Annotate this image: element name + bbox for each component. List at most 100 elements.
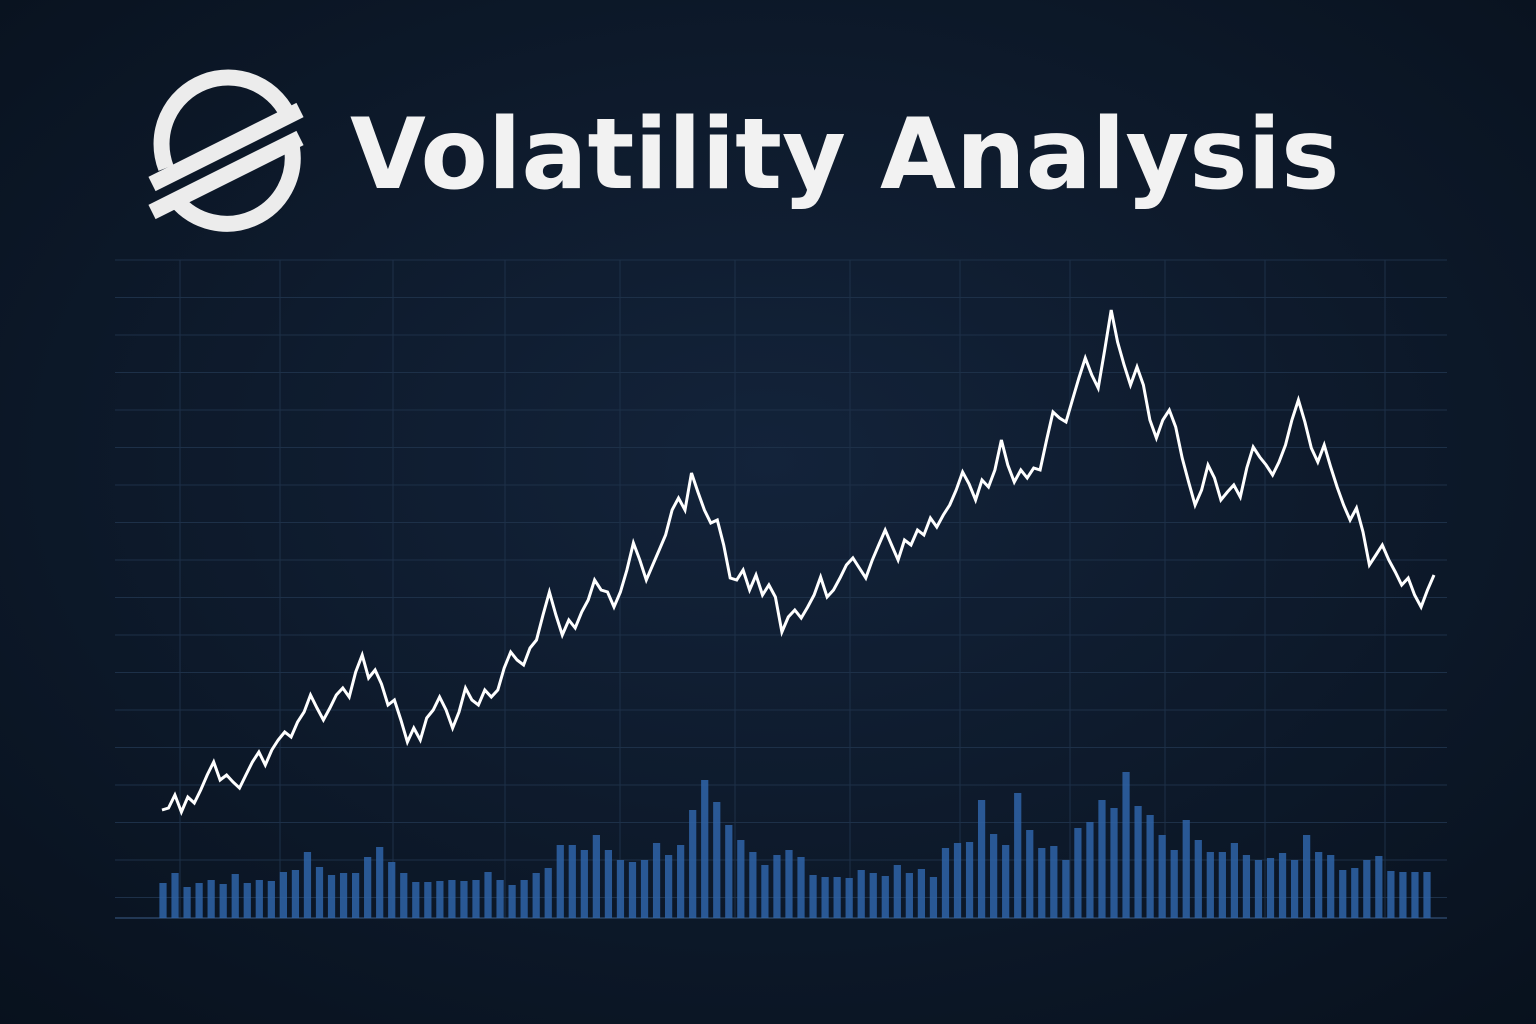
bar <box>604 850 613 918</box>
bar <box>809 875 817 918</box>
bar <box>1315 852 1323 918</box>
bar <box>171 873 179 918</box>
bar <box>1194 840 1202 918</box>
bar <box>881 876 889 918</box>
bar <box>1339 870 1347 918</box>
bar <box>448 880 456 918</box>
bar <box>556 845 564 918</box>
bar <box>303 852 312 918</box>
bar <box>544 868 552 918</box>
grid <box>115 259 1447 918</box>
bar <box>436 881 444 918</box>
logo-arc-bottom <box>169 146 301 232</box>
bar <box>267 881 275 918</box>
bar <box>195 883 203 918</box>
bar <box>640 860 649 918</box>
bar <box>1242 855 1251 918</box>
bar <box>1062 860 1070 918</box>
bar <box>905 873 913 918</box>
bar <box>1290 860 1299 918</box>
logo-arc-top <box>153 69 298 171</box>
bar <box>1074 828 1082 918</box>
bar <box>183 887 191 918</box>
bar <box>1351 868 1359 918</box>
bar <box>749 852 757 918</box>
bar <box>833 877 841 918</box>
bar <box>207 880 215 918</box>
bar <box>701 780 709 918</box>
bar <box>1399 872 1407 918</box>
bar <box>364 857 372 918</box>
bar <box>1254 860 1263 918</box>
bar <box>1206 852 1214 918</box>
bar <box>484 872 492 918</box>
bar <box>231 874 239 918</box>
bar <box>1423 872 1431 918</box>
bar <box>424 882 432 918</box>
bar <box>737 840 745 918</box>
bar <box>496 880 504 918</box>
logo <box>148 69 304 232</box>
price-line <box>161 309 1436 817</box>
bar <box>1026 830 1034 918</box>
bar <box>1146 815 1154 918</box>
bar <box>1278 853 1287 918</box>
bar <box>1266 858 1275 918</box>
bar <box>965 842 974 918</box>
bar <box>1158 835 1166 918</box>
bar <box>773 855 781 918</box>
bar <box>761 865 769 918</box>
bar <box>1170 850 1178 918</box>
bar <box>339 873 348 918</box>
bar <box>677 845 685 918</box>
bar <box>376 847 384 918</box>
bar <box>1218 852 1226 918</box>
bar <box>1050 846 1058 918</box>
bar <box>941 848 950 918</box>
bar <box>412 882 420 918</box>
bar <box>689 810 697 918</box>
bar <box>460 881 468 918</box>
bar <box>1327 855 1335 918</box>
bar <box>1038 848 1046 918</box>
bar <box>977 800 986 918</box>
bar <box>520 880 528 918</box>
bar <box>1110 808 1118 918</box>
bar <box>327 875 336 918</box>
bar <box>568 845 576 918</box>
bar <box>243 883 251 918</box>
bar <box>725 825 733 918</box>
bar <box>797 857 805 918</box>
bar <box>351 873 360 918</box>
bar <box>592 835 600 918</box>
bar <box>508 885 516 918</box>
bar <box>953 843 962 918</box>
bar <box>616 860 625 918</box>
bar <box>472 880 480 918</box>
bar <box>713 802 721 918</box>
bar <box>1086 822 1094 918</box>
bar <box>869 873 877 918</box>
chart-title: Volatility Analysis <box>350 98 1339 212</box>
bar <box>929 877 938 918</box>
bar <box>628 862 637 918</box>
bar <box>255 880 263 918</box>
bar <box>580 850 588 918</box>
bar <box>388 862 396 918</box>
bar <box>219 884 227 918</box>
bar <box>1002 845 1010 918</box>
bar <box>315 867 324 918</box>
bar <box>1182 820 1190 918</box>
bar <box>1375 856 1383 918</box>
bar <box>917 869 926 918</box>
bar <box>291 870 300 918</box>
bar <box>1230 843 1239 918</box>
bar <box>785 850 793 918</box>
bar <box>652 843 661 918</box>
bar <box>1303 835 1311 918</box>
logo-stroke <box>148 102 304 192</box>
bar <box>990 834 998 918</box>
bar <box>1411 872 1419 918</box>
